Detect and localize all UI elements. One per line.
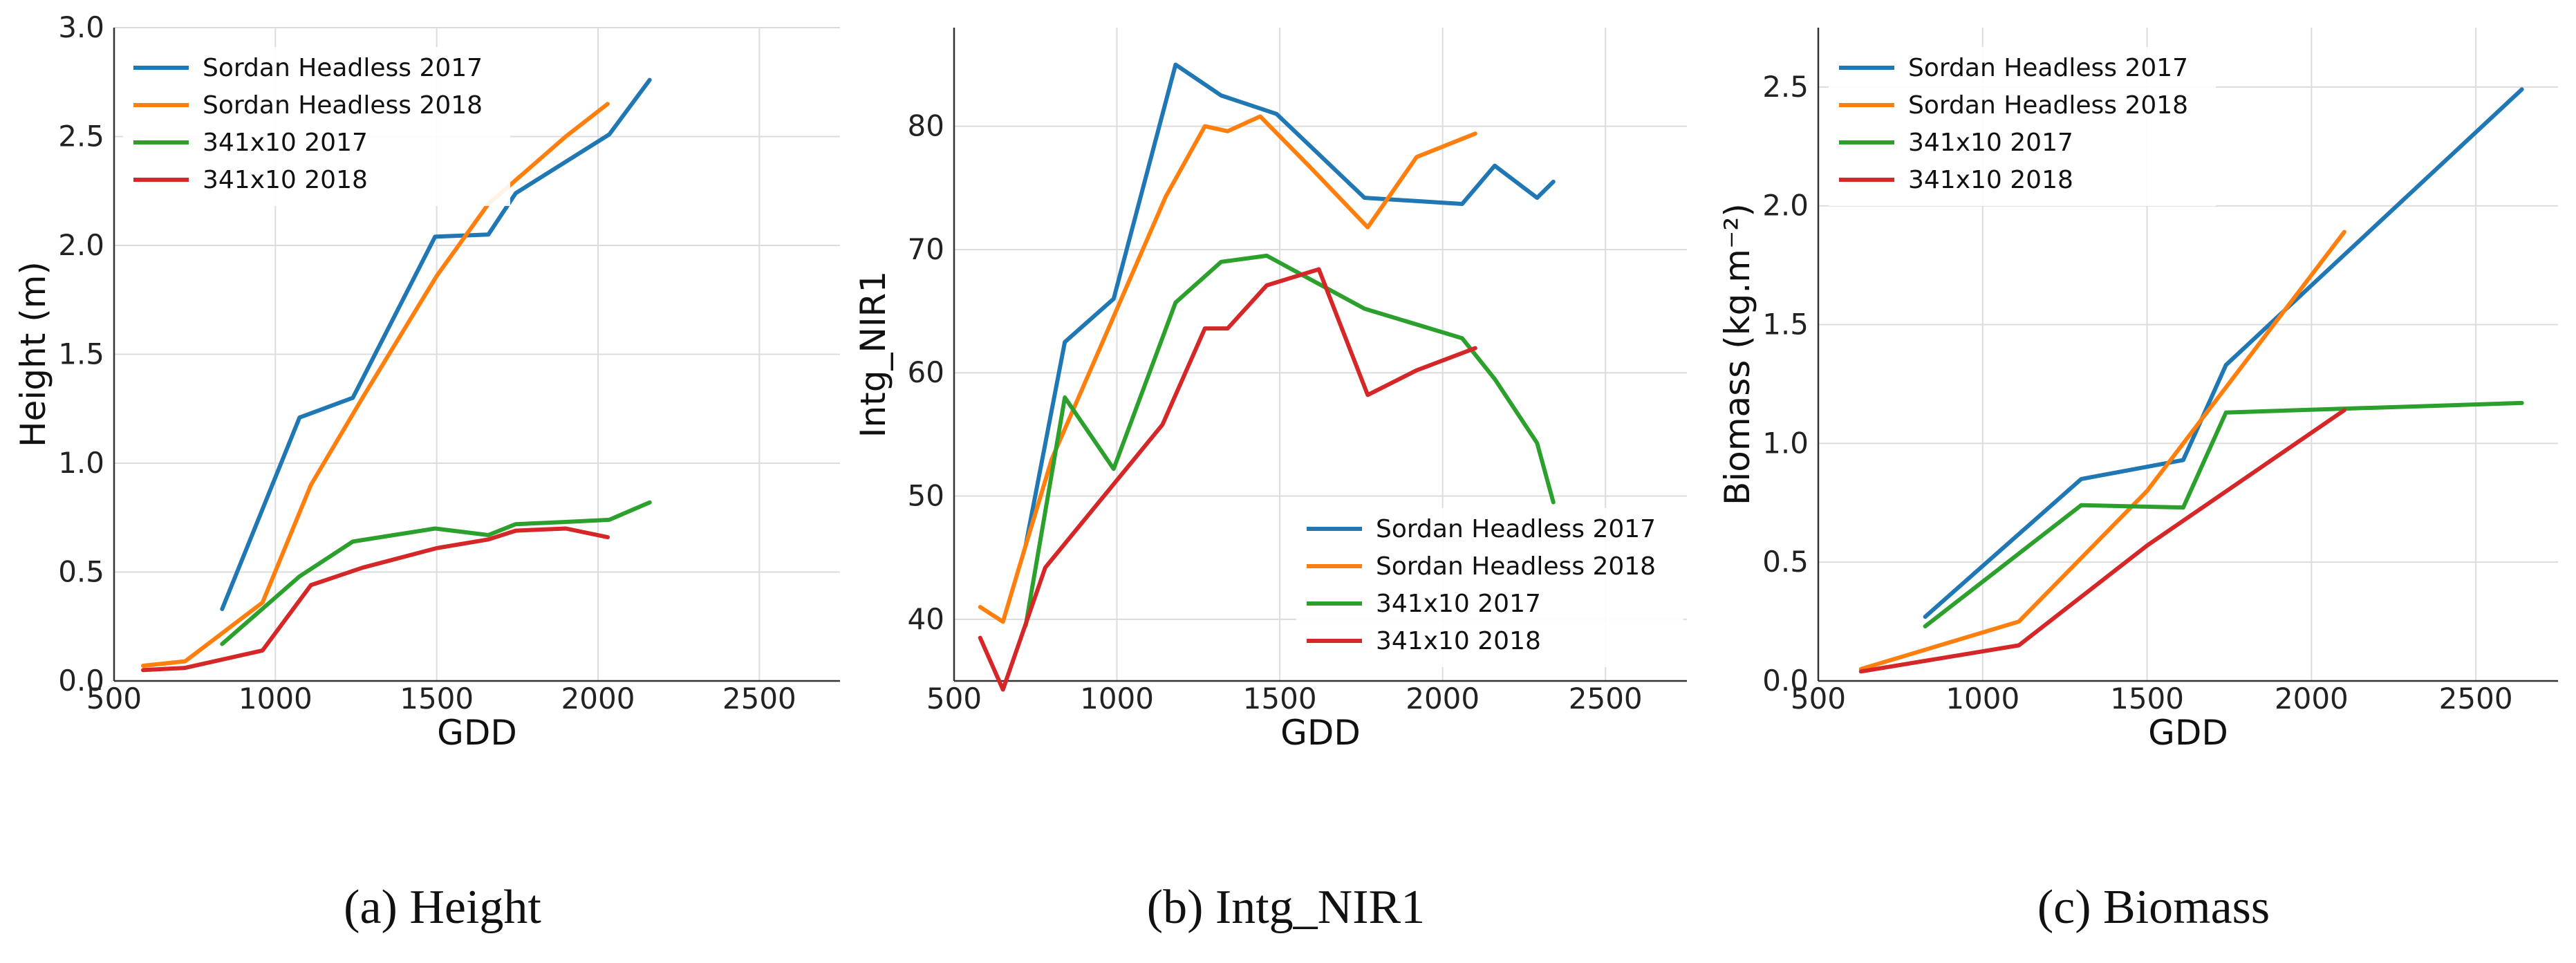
y-tick-label: 70 xyxy=(908,232,944,266)
series-line-2 xyxy=(141,102,610,668)
x-axis-label: GDD xyxy=(1280,713,1361,753)
x-tick-label: 2000 xyxy=(561,682,635,716)
y-tick-label: 1.0 xyxy=(58,446,104,480)
x-tick-label: 500 xyxy=(86,682,142,716)
x-tick-label: 2000 xyxy=(1406,682,1480,716)
y-tick-label: 1.5 xyxy=(1762,308,1809,342)
y-axis-label: Biomass (kg.m⁻²) xyxy=(1717,203,1757,505)
legend: Sordan Headless 2017 Sordan Headless 2018… xyxy=(1296,508,1683,667)
legend-entry-label: Sordan Headless 2017 xyxy=(203,54,483,82)
x-tick-label: 1000 xyxy=(239,682,312,716)
series-line-4 xyxy=(1858,408,2346,674)
y-tick-label: 60 xyxy=(908,355,944,389)
y-tick-label: 2.5 xyxy=(58,120,104,153)
series-line-4 xyxy=(141,526,610,673)
legend-entry-label: 341x10 2017 xyxy=(1376,590,1541,618)
legend-entry-label: Sordan Headless 2017 xyxy=(1376,515,1656,543)
y-tick-label: 1.0 xyxy=(1762,426,1809,460)
legend-entry-label: Sordan Headless 2017 xyxy=(1908,54,2188,82)
legend-entry-label: 341x10 2018 xyxy=(1376,627,1541,655)
series-line-1 xyxy=(1023,62,1556,548)
legend-entry-label: 341x10 2018 xyxy=(1908,166,2073,194)
y-tick-label: 2.5 xyxy=(1762,70,1809,104)
figure-caption: (c) Biomass xyxy=(2037,881,2270,934)
x-tick-label: 500 xyxy=(1791,682,1846,716)
series-line-3 xyxy=(220,500,652,646)
legend-entry-label: Sordan Headless 2018 xyxy=(203,91,483,120)
series-line-2 xyxy=(978,114,1477,624)
x-tick-label: 2500 xyxy=(2439,682,2513,716)
legend-entry-label: 341x10 2017 xyxy=(203,129,368,157)
series-line-1 xyxy=(220,77,652,611)
legend-entry-label: Sordan Headless 2018 xyxy=(1908,91,2188,120)
y-tick-label: 2.0 xyxy=(58,228,104,262)
x-tick-label: 1000 xyxy=(1945,682,2019,716)
x-tick-label: 500 xyxy=(926,682,982,716)
series-line-2 xyxy=(1858,230,2346,671)
x-tick-label: 2500 xyxy=(1569,682,1643,716)
chart-panel-c: 500 1000 1500 2000 2500 0.0 0.5 1.0 1.5 2.0 2.5 GDD… xyxy=(1717,28,2558,934)
y-tick-label: 40 xyxy=(908,602,944,636)
chart-panel-a: 500 1000 1500 2000 2500 0.0 0.5 1.0 1.5 2.0 2.5 3.0… xyxy=(13,10,840,934)
y-tick-label: 0.0 xyxy=(58,664,104,698)
y-tick-label: 0.5 xyxy=(1762,545,1809,579)
chart-panel-b: 500 1000 1500 2000 2500 40 50 60 70 80 GDD Intg_NIR… xyxy=(853,28,1687,934)
series-line-4 xyxy=(978,267,1477,692)
x-tick-label: 2000 xyxy=(2275,682,2349,716)
x-axis-label: GDD xyxy=(2148,713,2228,753)
y-tick-label: 0.0 xyxy=(1762,664,1809,698)
x-tick-label: 1500 xyxy=(1243,682,1317,716)
legend-entry-label: 341x10 2017 xyxy=(1908,129,2073,157)
x-tick-label: 1000 xyxy=(1080,682,1154,716)
y-tick-label: 1.5 xyxy=(58,337,104,371)
y-tick-label: 3.0 xyxy=(58,10,104,44)
figure-caption: (a) Height xyxy=(344,881,541,934)
y-axis-label: Height (m) xyxy=(13,261,53,447)
legend: Sordan Headless 2017 Sordan Headless 2018… xyxy=(1829,47,2216,206)
y-tick-label: 2.0 xyxy=(1762,189,1809,223)
series-line-3 xyxy=(1923,400,2524,628)
x-tick-label: 1500 xyxy=(2110,682,2184,716)
legend-entry-label: Sordan Headless 2018 xyxy=(1376,552,1656,581)
y-tick-label: 50 xyxy=(908,479,944,513)
x-tick-label: 2500 xyxy=(722,682,796,716)
series-line-3 xyxy=(1023,253,1556,628)
legend: Sordan Headless 2017 Sordan Headless 2018… xyxy=(123,47,510,206)
y-tick-label: 80 xyxy=(908,109,944,143)
series-line-1 xyxy=(1923,87,2524,619)
y-axis-label: Intg_NIR1 xyxy=(853,271,893,438)
x-tick-label: 1500 xyxy=(400,682,474,716)
figure-caption: (b) Intg_NIR1 xyxy=(1147,881,1425,934)
x-axis-label: GDD xyxy=(437,713,517,753)
legend-entry-label: 341x10 2018 xyxy=(203,166,368,194)
y-tick-label: 0.5 xyxy=(58,555,104,589)
